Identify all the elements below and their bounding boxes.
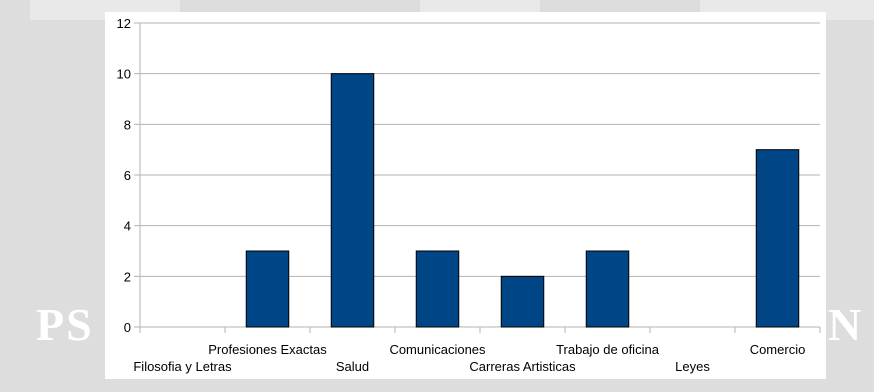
chart-panel: 0 2 4 6 8 10 12 Filosofia y Letras Profesiones E… <box>105 12 826 379</box>
y-tick-label: 2 <box>124 269 131 284</box>
x-tick-label: Comunicaciones <box>389 342 486 357</box>
x-tick-label: Trabajo de oficina <box>556 342 660 357</box>
bar-chart: 0 2 4 6 8 10 12 Filosofia y Letras Profesiones E… <box>117 16 821 374</box>
x-tick-label: Filosofia y Letras <box>133 359 232 374</box>
bar <box>500 275 545 328</box>
bar <box>245 250 290 328</box>
watermark-left: PS <box>36 299 94 350</box>
y-tick-label: 10 <box>117 67 131 82</box>
bar <box>330 73 375 328</box>
y-tick-label: 6 <box>124 168 131 183</box>
x-tick-label: Profesiones Exactas <box>208 342 327 357</box>
y-tick-label: 0 <box>124 320 131 335</box>
bar <box>415 250 460 328</box>
x-tick-label: Leyes <box>675 359 710 374</box>
bar <box>755 149 800 328</box>
y-tick-label: 8 <box>124 117 131 132</box>
y-tick-label: 4 <box>124 219 131 234</box>
bar <box>585 250 630 328</box>
x-tick-label: Salud <box>336 359 369 374</box>
y-tick-label: 12 <box>117 16 131 31</box>
x-tick-label: Carreras Artisticas <box>469 359 576 374</box>
watermark-right: N <box>828 299 862 350</box>
x-tick-label: Comercio <box>750 342 806 357</box>
